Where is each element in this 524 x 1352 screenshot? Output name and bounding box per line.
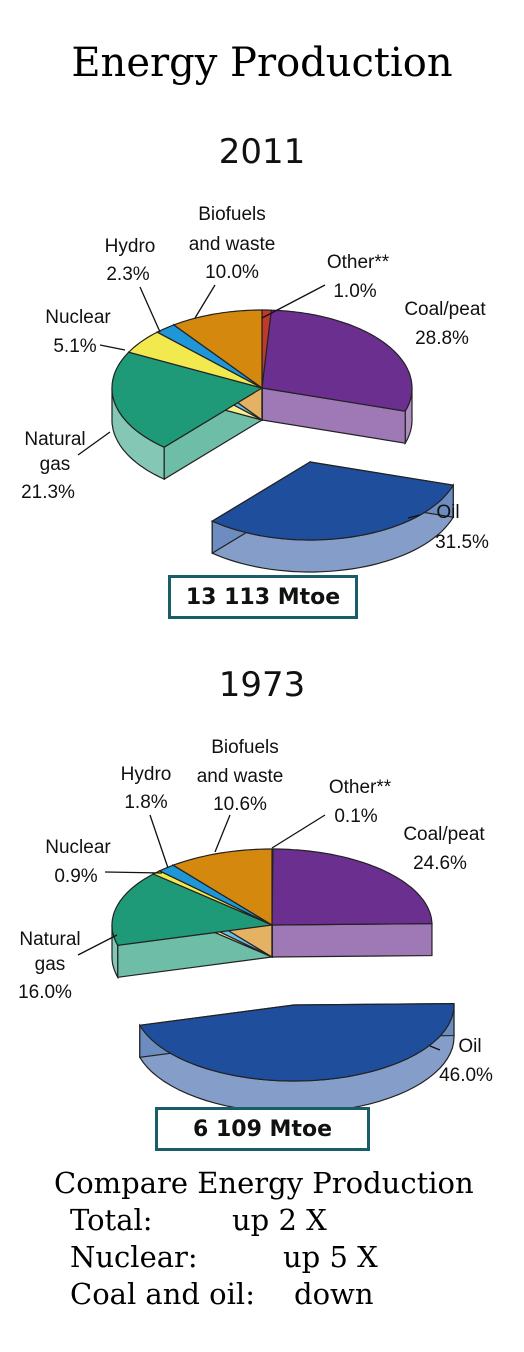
slice-cut-coal-peat-1973	[271, 922, 433, 958]
compare-value: down	[294, 1277, 374, 1311]
label-hydro-pct-1973: 1.8%	[124, 792, 167, 813]
label-nuclear-pct-2011: 5.1%	[53, 336, 96, 357]
label-gas-line1-1973: Natural	[19, 929, 80, 950]
label-biofuels-pct-1973: 10.6%	[213, 794, 267, 815]
slice-natural-gas-2011	[111, 351, 264, 448]
label-other-2011: Other**	[327, 252, 390, 273]
slice-biofuels-and-waste-2011	[172, 309, 263, 390]
label-biofuels-line2-2011: and waste	[189, 234, 276, 255]
label-hydro-1973: Hydro	[121, 764, 172, 785]
slice-coal-peat-1973	[271, 848, 433, 926]
label-gas-line2-2011: gas	[40, 454, 71, 475]
label-hydro-pct-2011: 2.3%	[106, 264, 149, 285]
label-coal-2011: Coal/peat	[404, 299, 486, 320]
compare-label: Nuclear:	[70, 1240, 198, 1274]
label-other-pct-1973: 0.1%	[334, 806, 377, 827]
chart-title-1973: 1973	[218, 665, 306, 705]
compare-heading: Compare Energy Production	[54, 1166, 474, 1200]
label-biofuels-line2-1973: and waste	[197, 766, 284, 787]
label-biofuels-line1-2011: Biofuels	[198, 204, 266, 225]
total-badge-2011: 13 113 Mtoe	[168, 575, 358, 619]
slice-oil-2011	[210, 461, 455, 541]
label-biofuels-pct-2011: 10.0%	[205, 262, 259, 283]
total-badge-1973: 6 109 Mtoe	[155, 1107, 370, 1151]
leader-oil-2011	[407, 514, 421, 519]
compare-row-total: Total: up 2 X	[54, 1202, 474, 1239]
label-nuclear-2011: Nuclear	[45, 307, 111, 328]
compare-label: Total:	[70, 1203, 153, 1237]
label-biofuels-line1-1973: Biofuels	[211, 737, 279, 758]
compare-row-coal-oil: Coal and oil: down	[54, 1276, 474, 1313]
label-hydro-2011: Hydro	[105, 236, 156, 257]
leader-gas-1973	[77, 934, 118, 956]
compare-value: up 5 X	[283, 1240, 378, 1274]
leader-oil-1973	[429, 1045, 441, 1051]
chart-title-2011: 2011	[218, 132, 306, 172]
label-gas-line1-2011: Natural	[24, 429, 85, 450]
slice-hydro-2011	[155, 324, 263, 389]
leader-hydro-2011	[139, 286, 161, 333]
label-nuclear-pct-1973: 0.9%	[54, 866, 97, 887]
leader-nuclear-1973	[104, 871, 163, 874]
slice-nuclear-2011	[127, 331, 263, 389]
leader-biofuels-1973	[214, 814, 231, 853]
label-gas-pct-1973: 16.0%	[18, 982, 72, 1003]
label-gas-line2-1973: gas	[35, 954, 66, 975]
label-coal-pct-1973: 24.6%	[413, 853, 467, 874]
page-title: Energy Production	[71, 40, 453, 86]
label-oil-1973: Oil	[458, 1036, 481, 1057]
slice-labels-2011: Biofuels and waste 10.0% Hydro 2.3% Nucl…	[21, 204, 489, 553]
slice-natural-gas-1973	[111, 873, 275, 946]
compare-section: Compare Energy Production Total: up 2 X …	[54, 1165, 474, 1313]
leader-hydro-1973	[149, 814, 169, 869]
compare-value: up 2 X	[232, 1203, 327, 1237]
label-coal-pct-2011: 28.8%	[415, 328, 469, 349]
label-oil-pct-2011: 31.5%	[435, 532, 489, 553]
leader-lines-1973	[77, 814, 441, 1051]
label-coal-1973: Coal/peat	[403, 824, 485, 845]
leader-other-2011	[261, 284, 326, 319]
leader-nuclear-2011	[99, 344, 126, 351]
slice-biofuels-and-waste-1973	[171, 848, 273, 927]
slice-oil-1973	[138, 1002, 455, 1082]
label-other-1973: Other**	[329, 777, 392, 798]
label-oil-pct-1973: 46.0%	[439, 1065, 493, 1086]
leader-lines-2011	[77, 284, 421, 519]
leader-gas-2011	[77, 431, 111, 456]
label-nuclear-1973: Nuclear	[45, 837, 111, 858]
leader-other-1973	[271, 814, 326, 849]
label-gas-pct-2011: 21.3%	[21, 482, 75, 503]
pie-chart-2011: Biofuels and waste 10.0% Hydro 2.3% Nucl…	[21, 204, 489, 573]
slice-coal-peat-2011	[261, 309, 413, 412]
leader-biofuels-2011	[194, 284, 216, 319]
label-oil-2011: Oil	[436, 502, 459, 523]
compare-row-nuclear: Nuclear: up 5 X	[54, 1239, 474, 1276]
label-other-pct-2011: 1.0%	[333, 281, 376, 302]
slice-labels-1973: Biofuels and waste 10.6% Hydro 1.8% Nucl…	[18, 737, 493, 1086]
compare-label: Coal and oil:	[70, 1277, 255, 1311]
